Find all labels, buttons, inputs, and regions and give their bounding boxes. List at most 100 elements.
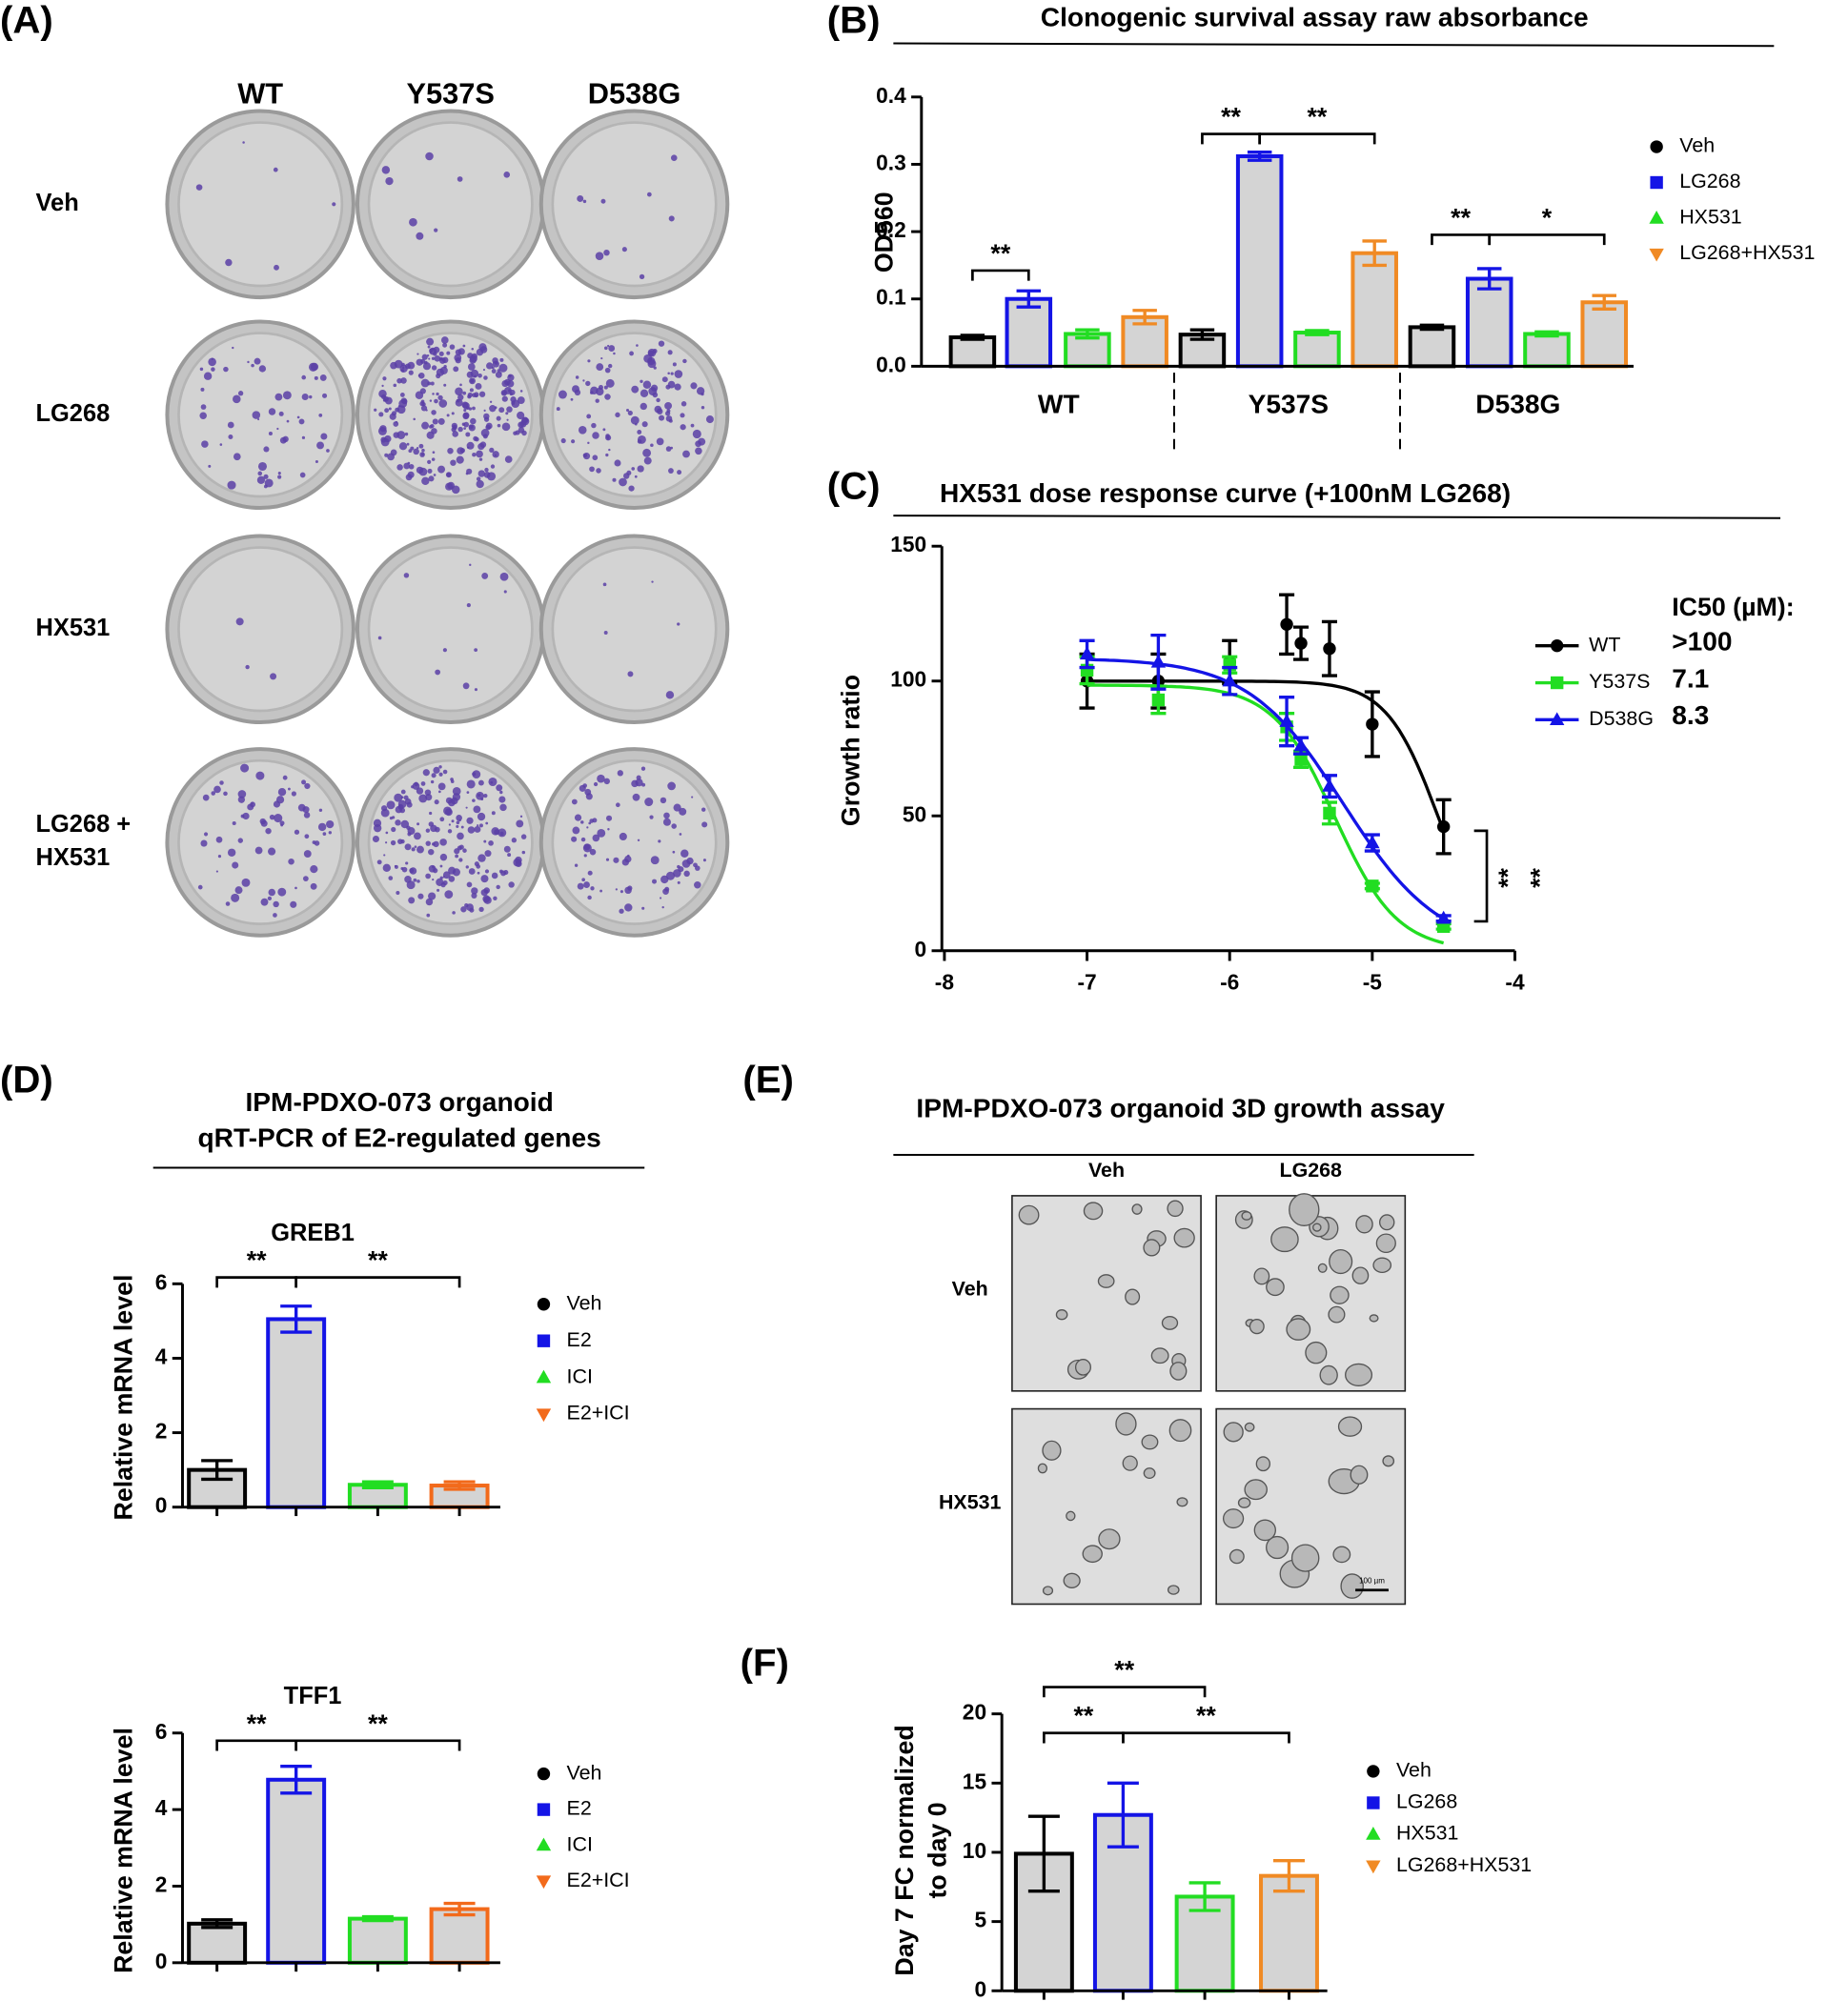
colony	[604, 394, 611, 400]
marker	[1366, 879, 1379, 893]
colony	[434, 799, 439, 805]
organoid	[1168, 1419, 1192, 1443]
colony	[393, 383, 397, 388]
colony	[606, 344, 610, 348]
colony	[477, 779, 484, 786]
colony	[637, 465, 644, 473]
y-tick-label: 0.1	[876, 285, 906, 310]
colony	[472, 406, 476, 411]
marker	[1650, 140, 1663, 153]
colony	[413, 448, 419, 455]
y-tick-label: 5	[974, 1908, 986, 1932]
colony	[200, 839, 208, 847]
marker	[1294, 637, 1308, 650]
row-label: LG268	[35, 400, 110, 427]
error-bar	[443, 1901, 476, 1917]
row-label: Veh	[35, 190, 78, 216]
colony	[282, 391, 292, 400]
colony	[418, 467, 428, 476]
colony	[477, 470, 485, 477]
colony	[322, 832, 327, 836]
colony	[643, 354, 653, 363]
colony	[430, 381, 435, 386]
colony	[695, 440, 701, 448]
colony	[400, 369, 405, 373]
colony	[515, 430, 520, 435]
colony	[429, 347, 437, 355]
colony	[640, 766, 646, 771]
colony	[592, 455, 599, 461]
error-bar	[1534, 330, 1559, 338]
organoid	[1161, 1315, 1179, 1330]
colony	[472, 772, 477, 777]
colony	[215, 836, 223, 843]
marker	[1366, 718, 1379, 731]
colony	[511, 399, 520, 408]
marker	[536, 1408, 552, 1423]
colony	[402, 366, 405, 370]
colony	[446, 414, 450, 417]
significance-bracket	[1122, 1731, 1290, 1744]
colony	[383, 854, 386, 857]
row-label: HX531	[35, 844, 110, 871]
colony	[439, 817, 445, 822]
colony	[240, 763, 250, 773]
colony	[574, 863, 579, 867]
bar	[1293, 331, 1341, 369]
colony	[641, 421, 648, 428]
colony	[406, 442, 410, 446]
colony	[203, 372, 213, 380]
colony	[571, 798, 578, 805]
colony	[694, 881, 701, 889]
colony	[442, 648, 447, 653]
colony	[416, 353, 419, 355]
colony	[241, 878, 251, 887]
y-tick-label: 0	[974, 1976, 986, 2001]
colony	[250, 801, 256, 808]
colony	[385, 831, 389, 835]
colony	[461, 422, 466, 426]
colony	[491, 872, 498, 879]
marker	[1322, 778, 1337, 792]
scale-bar-label: 100 µm	[1359, 1576, 1385, 1585]
colony	[282, 435, 289, 443]
legend-label: LG268	[1679, 170, 1740, 192]
colony	[640, 379, 643, 384]
colony	[225, 258, 233, 267]
significance-bracket	[1258, 132, 1376, 145]
colony	[615, 888, 618, 891]
y-tick-label: 100	[890, 667, 926, 692]
dish-inner	[177, 546, 344, 713]
colony	[290, 900, 297, 908]
colony	[506, 406, 513, 413]
error-bar	[361, 1480, 394, 1490]
colony	[225, 901, 231, 906]
colony	[665, 446, 672, 452]
colony	[483, 794, 488, 798]
colony	[408, 897, 416, 904]
colony	[455, 854, 459, 859]
colony	[219, 780, 224, 785]
marker	[1222, 673, 1237, 687]
colony	[460, 825, 464, 829]
error-bar	[201, 1918, 234, 1930]
legend-label: LG268+HX531	[1679, 241, 1815, 264]
colony	[469, 377, 476, 385]
colony	[482, 368, 486, 372]
colony	[442, 871, 451, 879]
organoid	[1042, 1586, 1054, 1596]
colony	[591, 422, 597, 429]
y-tick-label: 2	[155, 1871, 168, 1896]
colony	[691, 796, 694, 798]
colony	[407, 832, 412, 837]
colony	[507, 853, 512, 858]
colony	[466, 817, 474, 824]
colony	[471, 887, 478, 895]
colony	[672, 850, 676, 854]
colony	[274, 264, 279, 271]
x-tick-label: -7	[1077, 970, 1096, 995]
organoid	[1253, 1519, 1276, 1542]
colony	[453, 366, 459, 373]
title-rule	[893, 515, 1781, 519]
colony	[303, 850, 312, 859]
